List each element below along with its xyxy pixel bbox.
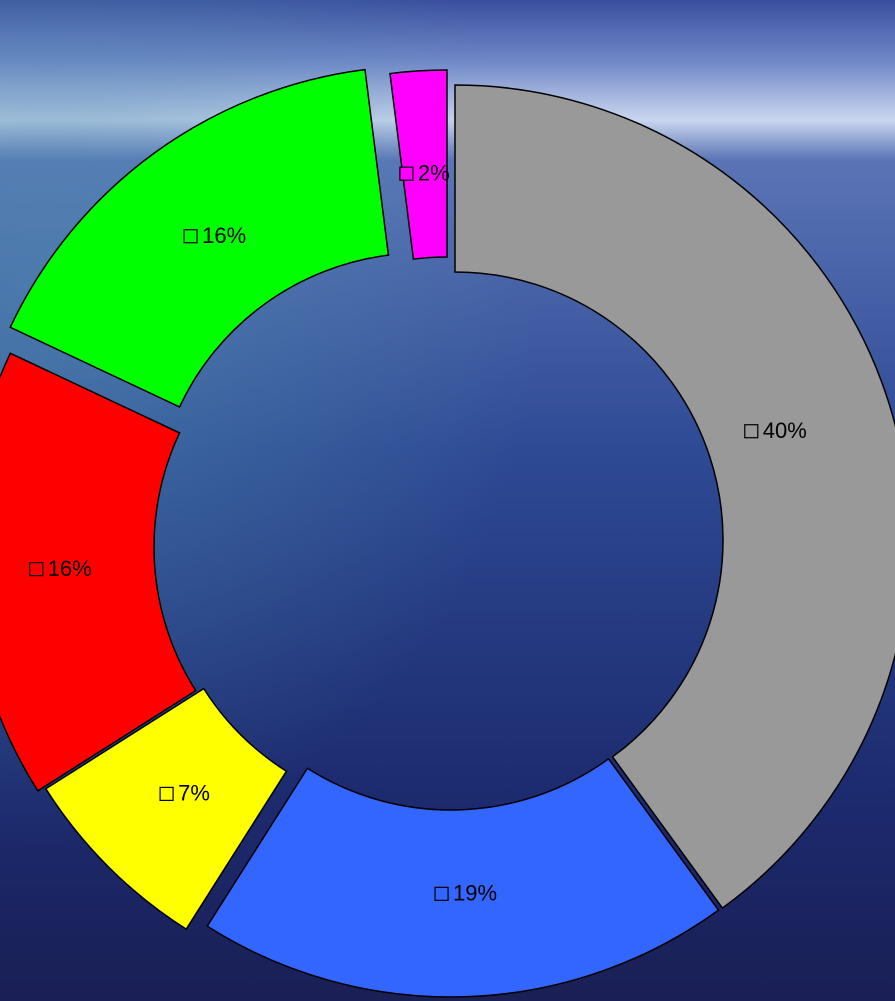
slice-label-4: 16% [48,556,92,581]
slice-label-group-2: 19% [434,881,497,906]
labels-layer: 40% 19% 7% 16% 16% 2% [29,161,807,906]
donut-slice-3 [44,687,288,931]
slice-label-group-5: 16% [183,223,246,248]
slice-label-group-1: 40% [744,418,807,443]
donut-slice-5 [9,68,390,408]
slice-label-group-3: 7% [159,781,210,806]
donut-slice-2 [206,757,720,998]
slice-label-group-6: 2% [399,161,450,186]
empty-square-icon [159,786,174,802]
empty-square-icon [29,561,44,577]
donut-slice-1 [454,84,895,910]
slices-layer [0,68,895,998]
empty-square-icon [183,229,198,244]
slice-label-group-4: 16% [29,556,92,581]
empty-square-icon [434,886,449,901]
empty-square-icon [744,424,759,439]
slice-label-2: 19% [453,881,497,906]
slice-label-3: 7% [178,781,210,806]
slice-label-6: 2% [418,161,450,186]
donut-slice-4 [0,352,197,792]
donut-slice-6 [389,69,448,260]
slice-label-1: 40% [763,418,807,443]
slice-label-5: 16% [202,223,246,248]
filled-square-icon [399,166,414,181]
